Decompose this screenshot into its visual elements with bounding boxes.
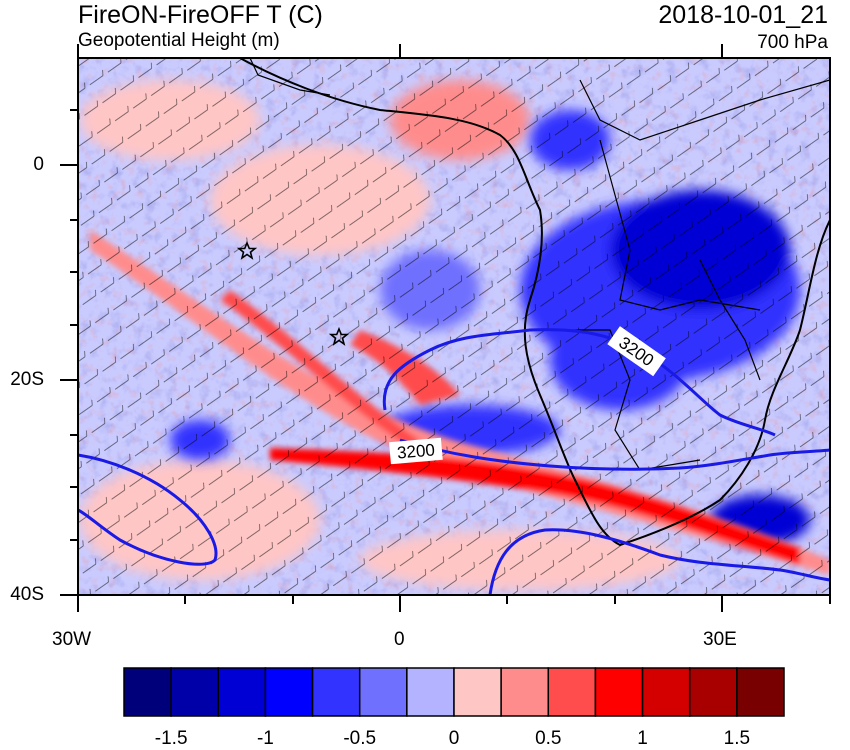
y-tick-label: 20S bbox=[10, 369, 44, 390]
colorbar-label: -0.5 bbox=[343, 728, 377, 749]
star-marker bbox=[328, 326, 350, 346]
x-tick-label: 30W bbox=[52, 629, 92, 650]
colorbar-swatch bbox=[594, 667, 644, 717]
contour-label: 3200 bbox=[389, 437, 443, 465]
temperature-difference-field bbox=[78, 58, 830, 595]
colorbar-swatch bbox=[688, 667, 738, 717]
contour-label-text: 3200 bbox=[396, 440, 435, 462]
colorbar-swatch bbox=[264, 667, 314, 717]
colorbar-swatch bbox=[547, 667, 597, 717]
geopotential-contours bbox=[78, 328, 830, 595]
plot-title: FireON-FireOFF T (C) bbox=[78, 1, 323, 29]
colorbar-swatch bbox=[170, 667, 220, 717]
colorbar-swatch bbox=[641, 667, 691, 717]
colorbar-swatch bbox=[217, 667, 267, 717]
y-tick-label: 0 bbox=[33, 154, 44, 175]
x-tick-label: 30E bbox=[703, 629, 737, 650]
colorbar-label: 1 bbox=[637, 728, 648, 749]
colorbar bbox=[123, 667, 785, 717]
colorbar-label: 0.5 bbox=[535, 728, 562, 749]
colorbar-label: 0 bbox=[448, 728, 460, 749]
date-label: 2018-10-01_21 bbox=[658, 1, 828, 29]
colorbar-swatch bbox=[123, 667, 172, 717]
star-marker bbox=[236, 240, 258, 260]
pressure-level-label: 700 hPa bbox=[757, 32, 828, 53]
colorbar-label: -1 bbox=[256, 728, 274, 749]
colorbar-swatch bbox=[406, 667, 455, 717]
colorbar-swatch bbox=[358, 667, 408, 717]
plot-subtitle: Geopotential Height (m) bbox=[78, 30, 280, 51]
colorbar-swatch bbox=[736, 667, 785, 717]
colorbar-label: -1.5 bbox=[154, 728, 188, 749]
map-frame bbox=[60, 44, 831, 612]
x-tick-label: 0 bbox=[394, 629, 405, 650]
y-tick-label: 40S bbox=[10, 584, 44, 605]
colorbar-label: 1.5 bbox=[723, 728, 751, 749]
coastlines bbox=[239, 58, 830, 547]
colorbar-swatch bbox=[311, 667, 361, 717]
colorbar-swatch bbox=[500, 667, 550, 717]
colorbar-swatch bbox=[453, 667, 502, 717]
